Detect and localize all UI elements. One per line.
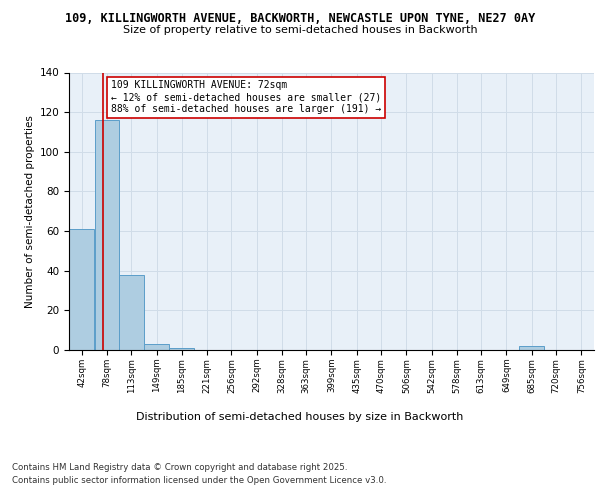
Text: Contains HM Land Registry data © Crown copyright and database right 2025.: Contains HM Land Registry data © Crown c… [12, 462, 347, 471]
Bar [144, 344, 169, 350]
Bar [95, 120, 119, 350]
Text: Distribution of semi-detached houses by size in Backworth: Distribution of semi-detached houses by … [136, 412, 464, 422]
Y-axis label: Number of semi-detached properties: Number of semi-detached properties [25, 115, 35, 308]
Bar [169, 348, 194, 350]
Text: Size of property relative to semi-detached houses in Backworth: Size of property relative to semi-detach… [122, 25, 478, 35]
Text: Contains public sector information licensed under the Open Government Licence v3: Contains public sector information licen… [12, 476, 386, 485]
Bar [119, 274, 143, 350]
Text: 109, KILLINGWORTH AVENUE, BACKWORTH, NEWCASTLE UPON TYNE, NE27 0AY: 109, KILLINGWORTH AVENUE, BACKWORTH, NEW… [65, 12, 535, 26]
Bar [70, 229, 94, 350]
Text: 109 KILLINGWORTH AVENUE: 72sqm
← 12% of semi-detached houses are smaller (27)
88: 109 KILLINGWORTH AVENUE: 72sqm ← 12% of … [111, 80, 381, 114]
Bar [520, 346, 544, 350]
